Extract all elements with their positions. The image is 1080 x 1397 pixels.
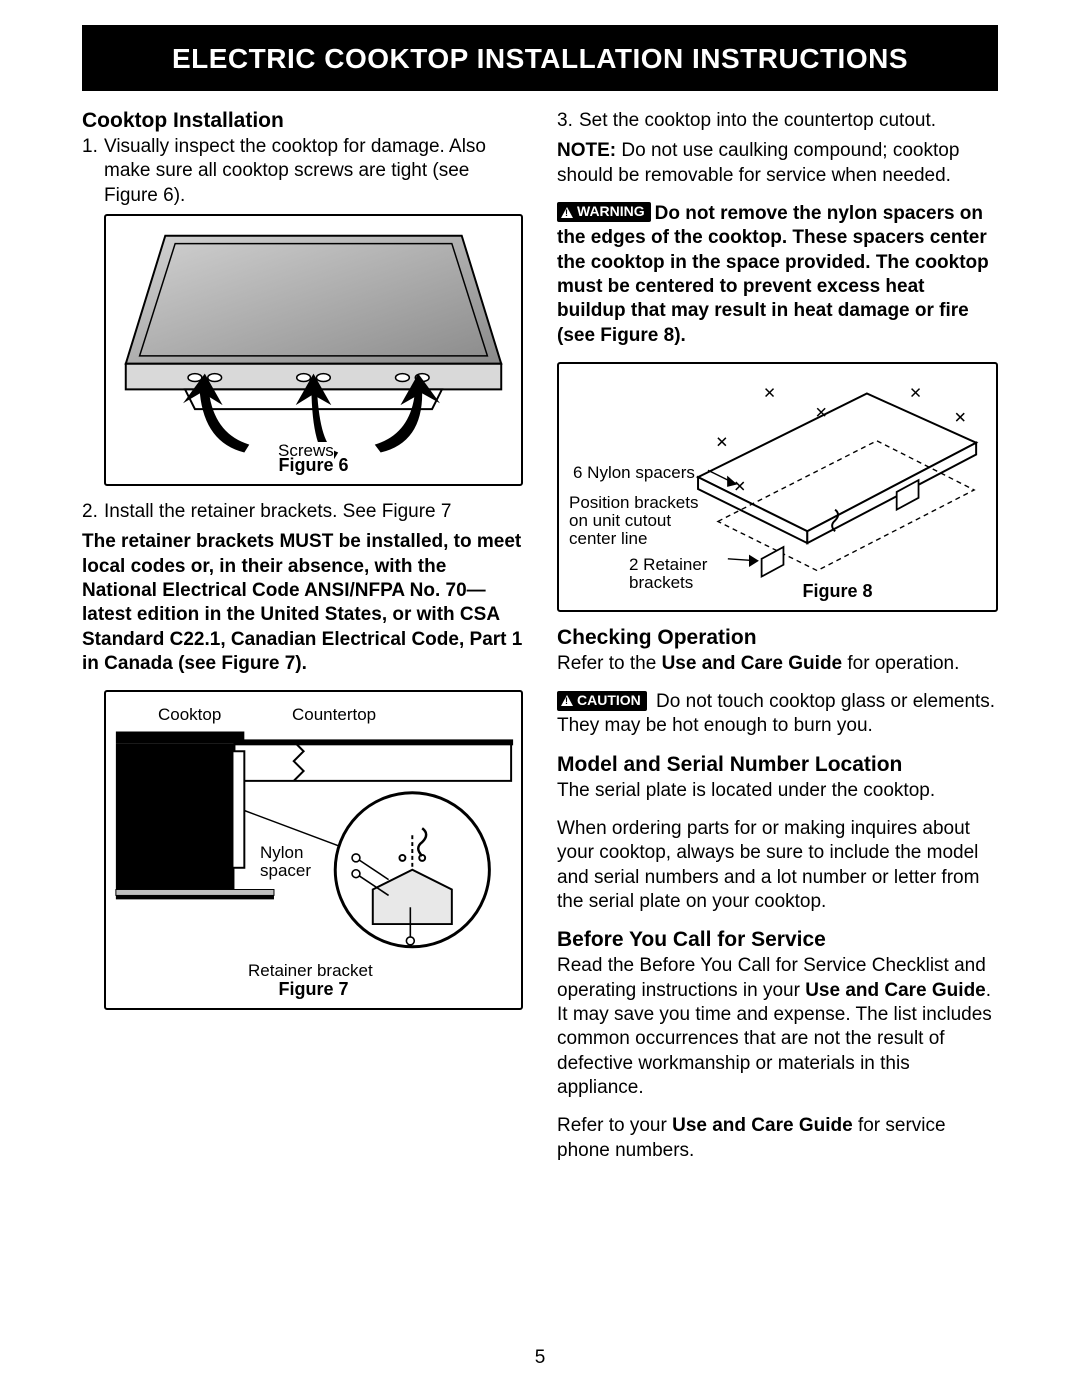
warning-paragraph: WARNINGDo not remove the nylon spacers o… [557,202,998,348]
caution-icon [561,695,573,706]
figure-8-position-1: Position brackets [569,494,698,513]
figure-8-caption: Figure 8 [679,579,996,608]
warning-body: Do not remove the nylon spacers on the e… [557,203,989,346]
figure-7-cooktop-label: Cooktop [158,706,221,725]
step-2-number: 2. [82,500,104,524]
model-p1: The serial plate is located under the co… [557,779,998,803]
before-p2: Refer to your Use and Care Guide for ser… [557,1114,998,1163]
figure-6-caption: Figure 6 [106,453,521,482]
note-body: Do not use caulking compound; cooktop sh… [557,140,959,185]
heading-cooktop-installation: Cooktop Installation [82,109,523,133]
step-1-number: 1. [82,135,104,208]
checking-operation-body: Refer to the Use and Care Guide for oper… [557,652,998,676]
figure-8-retainer-1: 2 Retainer [629,556,707,575]
heading-checking-operation: Checking Operation [557,626,998,650]
figure-8: 6 Nylon spacers Position brackets on uni… [557,362,998,612]
retainer-must-paragraph: The retainer brackets MUST be installed,… [82,530,523,676]
check-post: for operation. [842,653,959,674]
figure-7-countertop-label: Countertop [292,706,376,725]
left-column: Cooktop Installation 1. Visually inspect… [82,109,523,1177]
warning-badge-text: WARNING [577,203,645,221]
page-title-text: ELECTRIC COOKTOP INSTALLATION INSTRUCTIO… [172,43,908,74]
check-pre: Refer to the [557,653,662,674]
step-1-text: Visually inspect the cooktop for damage.… [104,135,523,208]
before-p1: Read the Before You Call for Service Che… [557,954,998,1100]
figure-7-caption: Figure 7 [106,977,521,1006]
figure-8-position-3: center line [569,530,647,549]
before-p2-b: Use and Care Guide [672,1115,853,1136]
caution-badge-text: CAUTION [577,692,641,710]
figure-6: Screws Figure 6 [104,214,523,486]
caution-badge: CAUTION [557,691,647,711]
step-1: 1. Visually inspect the cooktop for dama… [82,135,523,208]
right-column: 3. Set the cooktop into the countertop c… [557,109,998,1177]
heading-before-service: Before You Call for Service [557,928,998,952]
step-2-text: Install the retainer brackets. See Figur… [104,500,451,524]
caution-paragraph: CAUTION Do not touch cooktop glass or el… [557,690,998,739]
figure-7-nylon-2: spacer [260,862,311,881]
step-3-number: 3. [557,109,579,133]
page-title-bar: ELECTRIC COOKTOP INSTALLATION INSTRUCTIO… [82,25,998,91]
figure-7-nylon-1: Nylon [260,844,303,863]
warning-icon [561,207,573,218]
check-bold: Use and Care Guide [662,653,843,674]
before-p1-b: Use and Care Guide [805,980,986,1001]
model-p2: When ordering parts for or making inquir… [557,817,998,914]
before-p2-a: Refer to your [557,1115,672,1136]
heading-model-serial: Model and Serial Number Location [557,753,998,777]
figure-8-spacers-label: 6 Nylon spacers [573,464,695,483]
step-3-text: Set the cooktop into the countertop cuto… [579,109,936,133]
note-lead: NOTE: [557,140,616,161]
figure-8-position-2: on unit cutout [569,512,671,531]
page-number: 5 [0,1347,1080,1369]
figure-7: Cooktop Countertop Nylon spacer Retainer… [104,690,523,1010]
step-3: 3. Set the cooktop into the countertop c… [557,109,998,133]
step-2: 2. Install the retainer brackets. See Fi… [82,500,523,524]
warning-badge: WARNING [557,202,651,222]
note-paragraph: NOTE: Do not use caulking compound; cook… [557,139,998,188]
